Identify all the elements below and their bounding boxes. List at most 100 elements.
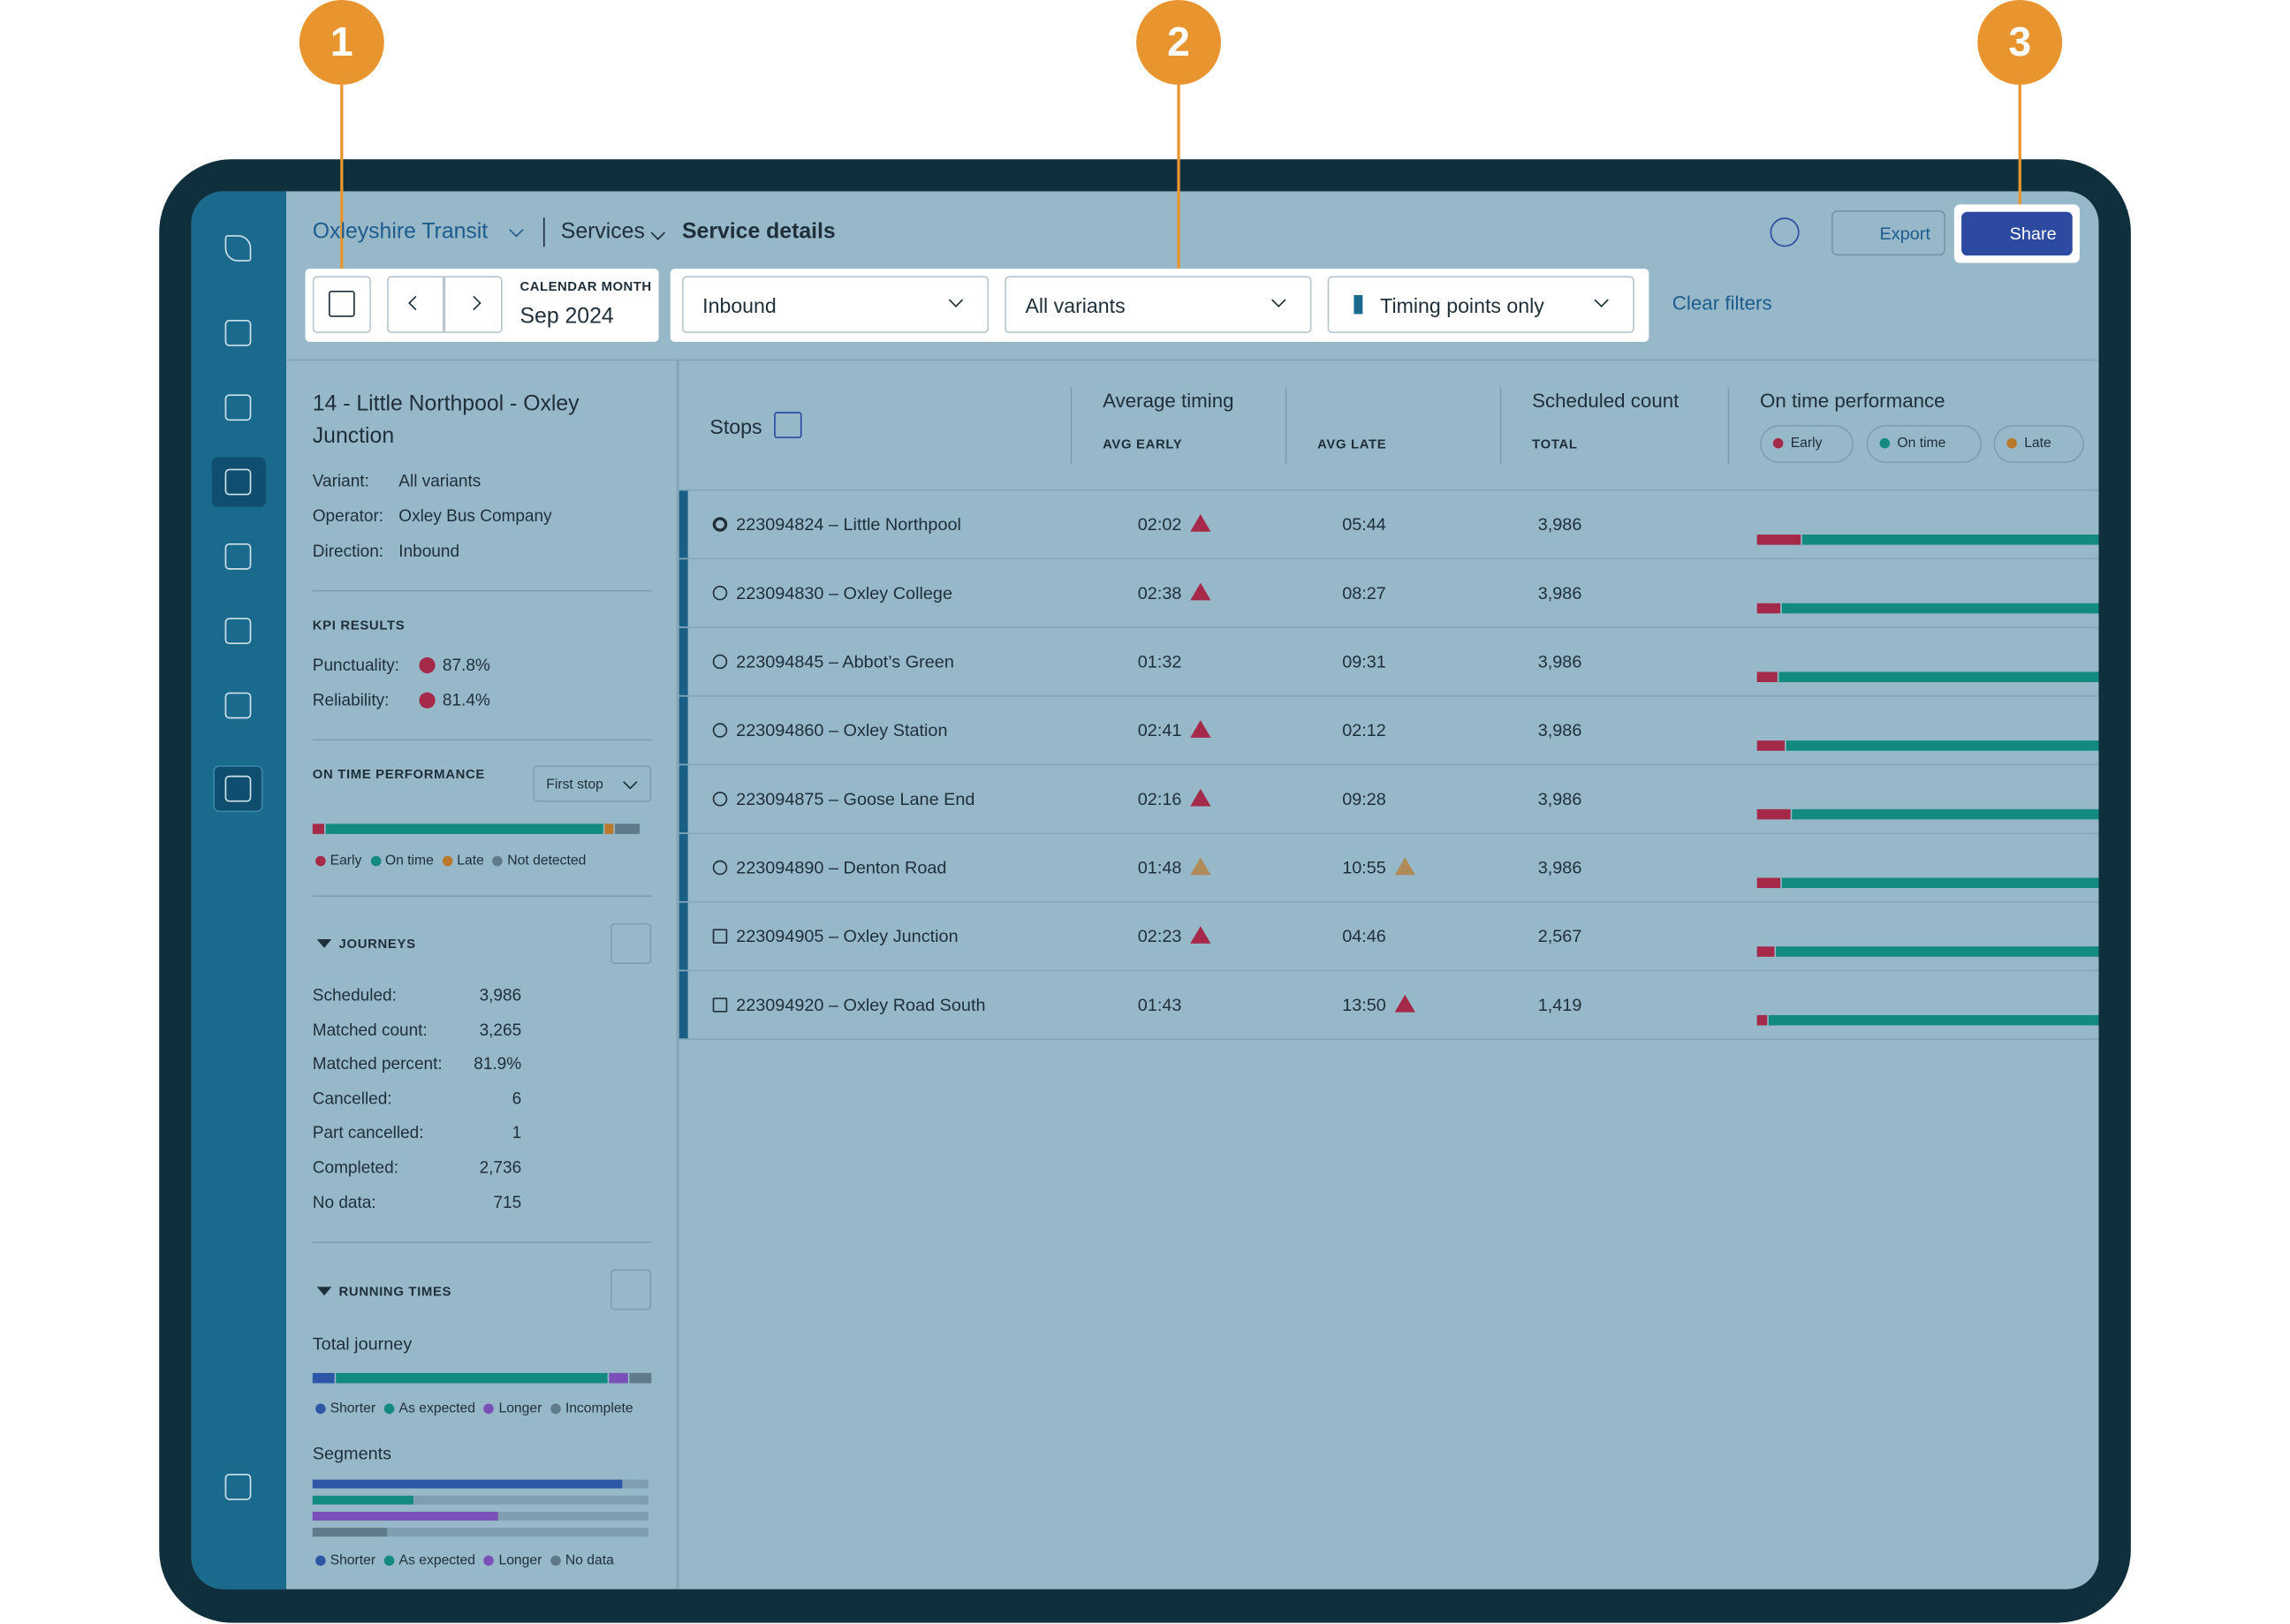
nav-icon[interactable]	[224, 775, 252, 802]
otp-select[interactable]	[533, 765, 652, 802]
chip-label: Early	[1790, 435, 1823, 452]
flag-icon	[1190, 926, 1211, 944]
bar-segment	[628, 1372, 652, 1384]
nav-app	[213, 765, 263, 813]
otp-early	[1756, 1014, 1768, 1026]
legend-dot	[315, 855, 326, 867]
column-header: Scheduled count	[1532, 390, 1680, 413]
bar-segment	[608, 1372, 628, 1384]
nav-icon[interactable]	[224, 468, 252, 496]
segment-bar	[312, 1511, 497, 1521]
flag-icon	[1190, 719, 1211, 738]
dropdown[interactable]	[1005, 276, 1312, 333]
subsection-label: Total journey	[312, 1333, 413, 1355]
avg-late: 02:12	[1342, 719, 1386, 741]
stop-name[interactable]: 223094860 – Oxley Station	[736, 719, 948, 741]
column-divider	[1070, 387, 1073, 465]
legend-dot	[384, 1403, 395, 1415]
legend-label: Shorter	[330, 1552, 376, 1569]
segment-bar	[312, 1495, 413, 1505]
row-line	[679, 1038, 2099, 1041]
stop-name[interactable]: 223094845 – Abbot’s Green	[736, 651, 954, 672]
legend-label: Early	[330, 853, 362, 869]
subcolumn-header[interactable]: AVG LATE	[1317, 436, 1387, 452]
stop-name[interactable]: 223094905 – Oxley Junction	[736, 926, 959, 947]
nav-icon[interactable]	[224, 235, 252, 262]
dropdown[interactable]	[681, 276, 990, 333]
stop-name[interactable]: 223094890 – Denton Road	[736, 857, 947, 878]
month-value: Sep 2024	[519, 303, 614, 329]
sidebar-divider	[676, 360, 679, 1590]
stop-icon	[712, 998, 728, 1013]
avg-early: 01:32	[1137, 651, 1182, 672]
nav-icon[interactable]	[224, 692, 252, 719]
filter-chip[interactable]	[1993, 425, 2084, 464]
subsection-label: Segments	[312, 1443, 392, 1464]
subcolumn-header[interactable]: AVG EARLY	[1103, 436, 1183, 452]
detail-label: Operator:	[312, 508, 384, 527]
column-divider	[1727, 387, 1730, 465]
flag-icon	[1394, 857, 1415, 876]
dropdown-value: All variants	[1025, 293, 1126, 317]
nav-icon[interactable]	[224, 543, 252, 570]
stop-name[interactable]: 223094830 – Oxley College	[736, 582, 953, 603]
next-button[interactable]	[444, 276, 503, 333]
journey-label: No data:	[312, 1194, 376, 1212]
share-button[interactable]	[1961, 211, 2073, 256]
view-button[interactable]	[610, 1269, 652, 1310]
journey-value: 1	[512, 1125, 522, 1143]
prev-button[interactable]	[387, 276, 444, 333]
organisation-link[interactable]: Oxleyshire Transit	[312, 218, 489, 245]
calendar-icon	[328, 290, 355, 317]
row-accent	[679, 696, 688, 764]
legend-dot	[384, 1555, 395, 1567]
bar-segment	[336, 1372, 608, 1384]
calendar-button[interactable]	[312, 276, 371, 333]
stop-icon	[712, 860, 728, 876]
scheduled-count: 3,986	[1537, 857, 1582, 878]
help-button[interactable]	[1770, 217, 1800, 247]
nav-icon[interactable]	[224, 394, 252, 421]
kpi-label: Punctuality:	[312, 656, 400, 675]
legend-label: On time	[384, 853, 434, 869]
filter-chip[interactable]	[1759, 425, 1854, 464]
legend-dot	[550, 1555, 561, 1567]
view-button[interactable]	[610, 922, 652, 965]
stop-name[interactable]: 223094875 – Goose Lane End	[736, 788, 975, 809]
row-line	[679, 626, 2099, 628]
breadcrumb-item[interactable]: Services	[560, 218, 645, 245]
section-title: JOURNEYS	[338, 936, 416, 952]
clear-filters[interactable]: Clear filters	[1672, 292, 1772, 315]
callout-line	[340, 84, 344, 272]
legend-dot	[370, 855, 381, 867]
scheduled-count: 3,986	[1537, 719, 1582, 741]
legend-label: Longer	[498, 1552, 542, 1569]
subcolumn-header[interactable]: TOTAL	[1532, 436, 1578, 452]
dropdown[interactable]	[1327, 276, 1634, 333]
section-title: KPI RESULTS	[312, 618, 406, 633]
row-accent	[679, 765, 688, 833]
filter-chip[interactable]	[1866, 425, 1983, 464]
nav-icon[interactable]	[224, 618, 252, 645]
journey-value: 3,265	[479, 1021, 522, 1040]
share-label: Share	[2009, 223, 2057, 245]
column-divider	[1285, 387, 1287, 465]
chip-dot	[1772, 437, 1784, 449]
stop-name[interactable]: 223094920 – Oxley Road South	[736, 994, 986, 1015]
callout-badge: 2	[1136, 0, 1221, 85]
stop-name[interactable]: 223094824 – Little Northpool	[736, 513, 961, 535]
sort-button[interactable]	[774, 412, 802, 438]
dropdown-value: Timing points only	[1380, 293, 1544, 317]
journey-label: Matched percent:	[312, 1056, 443, 1074]
otp-early	[1756, 740, 1785, 751]
export-button[interactable]	[1831, 210, 1945, 256]
legend-dot	[442, 855, 453, 867]
avg-early: 01:48	[1137, 857, 1182, 878]
legend-label: Shorter	[330, 1400, 376, 1417]
nav-icon[interactable]	[224, 1473, 252, 1500]
flag-icon	[1394, 994, 1415, 1013]
nav-icon[interactable]	[224, 320, 252, 346]
column-header: On time performance	[1759, 390, 1945, 413]
avg-early: 02:23	[1137, 926, 1182, 947]
